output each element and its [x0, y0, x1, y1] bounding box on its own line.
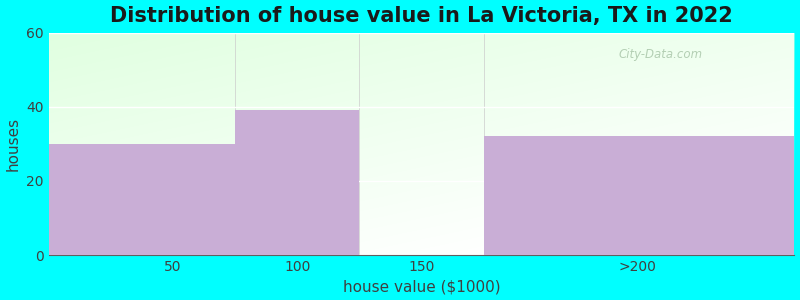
- Bar: [484, 136, 794, 255]
- Title: Distribution of house value in La Victoria, TX in 2022: Distribution of house value in La Victor…: [110, 6, 733, 26]
- Text: City-Data.com: City-Data.com: [618, 48, 702, 62]
- Bar: [235, 110, 359, 255]
- Bar: [49, 144, 235, 255]
- Y-axis label: houses: houses: [6, 117, 21, 171]
- X-axis label: house value ($1000): house value ($1000): [342, 279, 500, 294]
